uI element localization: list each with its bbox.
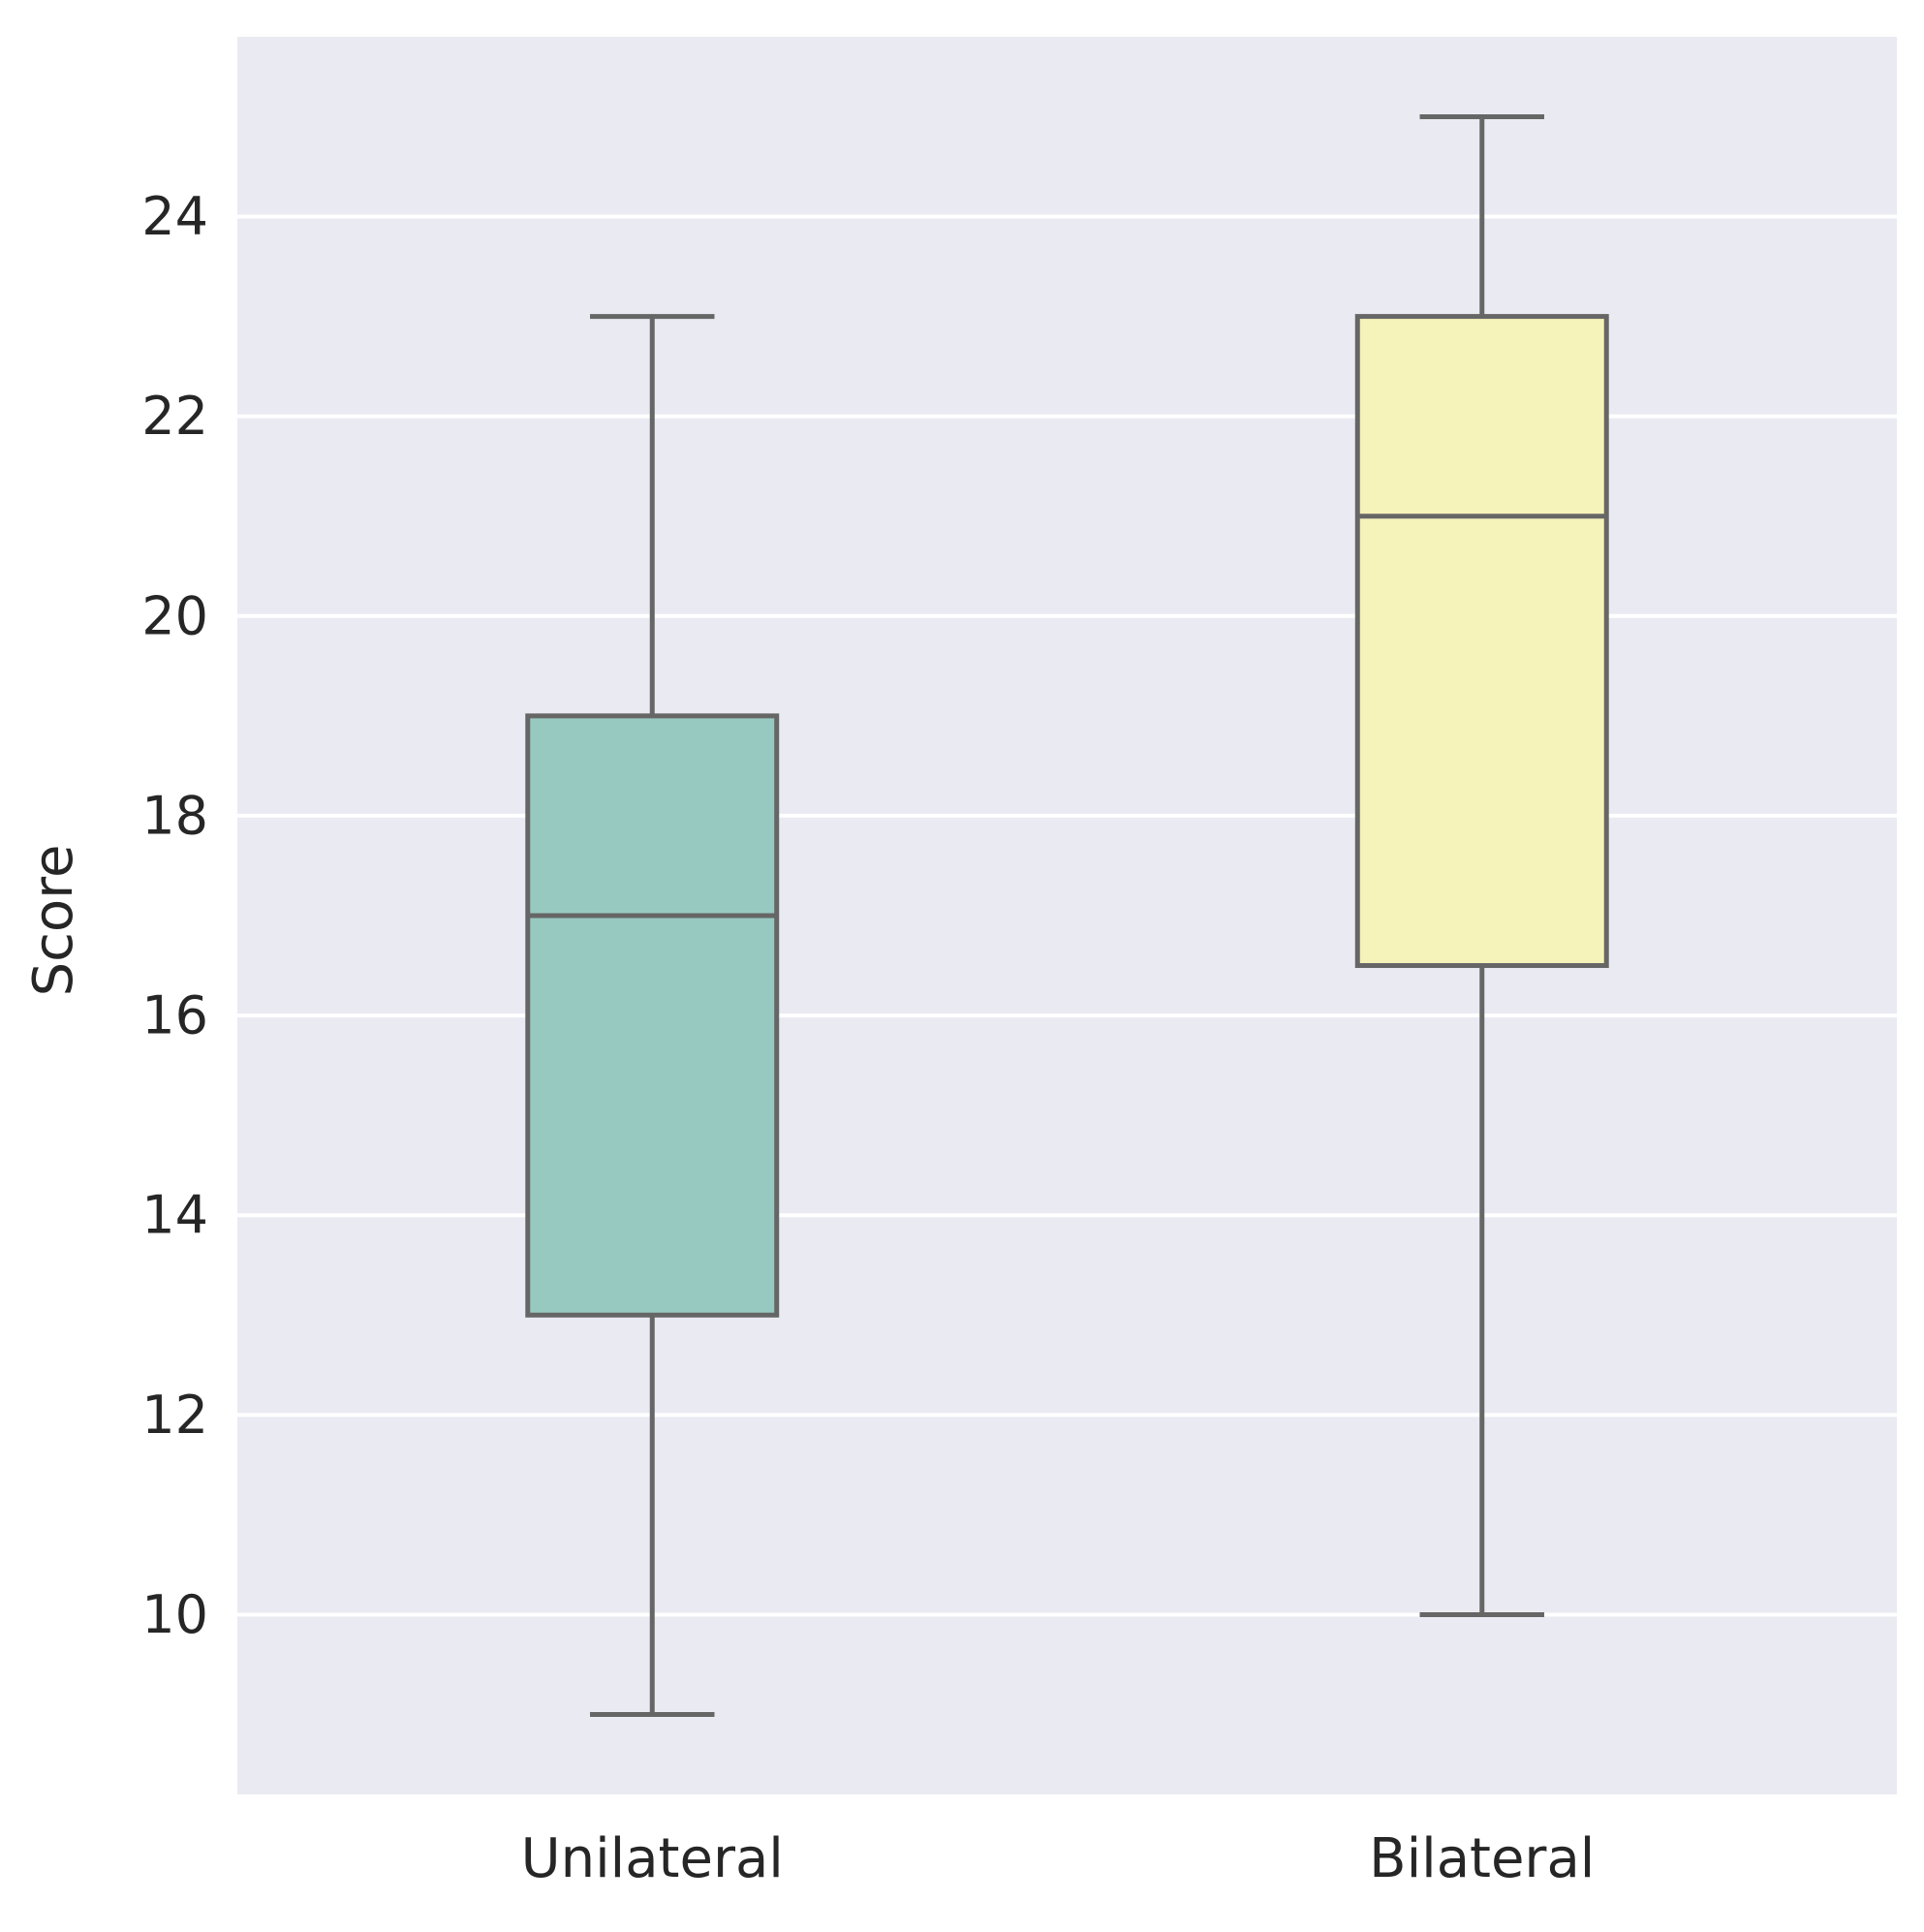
y-tick-label: 20 [141, 585, 208, 646]
y-tick-label: 12 [141, 1385, 208, 1446]
y-tick-labels: 10 12 14 16 18 20 22 24 [141, 186, 208, 1645]
y-tick-label: 16 [141, 985, 208, 1046]
y-tick-label: 14 [141, 1185, 208, 1246]
box-iqr [1354, 314, 1609, 969]
x-tick-label: Bilateral [1369, 1827, 1595, 1890]
x-tick-label: Unilateral [521, 1827, 784, 1890]
y-tick-label: 18 [141, 785, 208, 846]
x-tick-labels: Unilateral Bilateral [521, 1827, 1596, 1890]
box-bilateral [1354, 113, 1609, 1617]
boxes [525, 113, 1609, 1718]
y-tick-label: 24 [141, 186, 208, 247]
gridlines [237, 214, 1897, 1617]
y-tick-label: 10 [141, 1584, 208, 1645]
plot-area [237, 37, 1897, 1794]
y-tick-label: 22 [141, 386, 208, 447]
box-iqr [525, 713, 780, 1318]
box-unilateral [525, 314, 780, 1718]
y-axis-label: Score [22, 845, 85, 997]
